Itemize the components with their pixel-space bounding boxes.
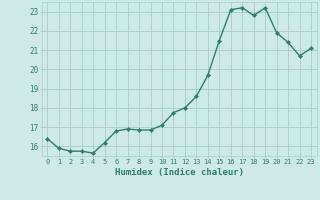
X-axis label: Humidex (Indice chaleur): Humidex (Indice chaleur) (115, 168, 244, 177)
